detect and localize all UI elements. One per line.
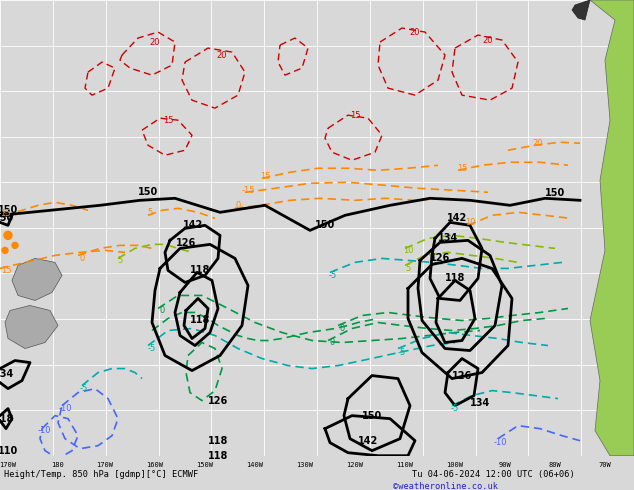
- Circle shape: [12, 243, 18, 248]
- Text: 0: 0: [339, 324, 345, 333]
- Text: 0: 0: [235, 201, 241, 210]
- Text: Height/Temp. 850 hPa [gdmp][°C] ECMWF: Height/Temp. 850 hPa [gdmp][°C] ECMWF: [4, 470, 198, 479]
- Text: Tu 04-06-2024 12:00 UTC (06+06): Tu 04-06-2024 12:00 UTC (06+06): [412, 470, 575, 479]
- Text: 5: 5: [117, 256, 122, 265]
- Text: 150: 150: [0, 205, 18, 215]
- Text: 90W: 90W: [498, 462, 512, 468]
- Polygon shape: [12, 258, 62, 300]
- Text: 170W: 170W: [96, 462, 113, 468]
- Circle shape: [2, 247, 8, 253]
- Text: 150: 150: [0, 213, 14, 223]
- Text: 5: 5: [405, 264, 411, 273]
- Text: -5: -5: [451, 404, 459, 413]
- Text: -15: -15: [242, 186, 255, 195]
- Text: 150: 150: [138, 187, 158, 197]
- Text: 10: 10: [465, 218, 476, 227]
- Text: 118: 118: [190, 316, 210, 325]
- Text: 0: 0: [79, 254, 84, 263]
- Text: 150: 150: [362, 411, 382, 420]
- Text: 100W: 100W: [446, 462, 463, 468]
- Text: 118: 118: [208, 436, 228, 446]
- Text: 126: 126: [452, 370, 472, 381]
- Text: 20: 20: [533, 139, 543, 147]
- Text: 110: 110: [0, 446, 18, 456]
- Text: 110W: 110W: [396, 462, 413, 468]
- Text: ©weatheronline.co.uk: ©weatheronline.co.uk: [393, 482, 498, 490]
- Text: -10: -10: [493, 438, 507, 447]
- Text: 160W: 160W: [146, 462, 164, 468]
- Text: 150W: 150W: [197, 462, 214, 468]
- Text: 126: 126: [430, 253, 450, 264]
- Text: -5: -5: [398, 348, 406, 357]
- Text: 150: 150: [315, 220, 335, 230]
- Text: 120W: 120W: [347, 462, 363, 468]
- Text: 15: 15: [1, 266, 11, 275]
- Text: 150: 150: [545, 188, 565, 198]
- Text: 118: 118: [0, 414, 14, 424]
- Text: 80W: 80W: [548, 462, 561, 468]
- Text: -5: -5: [329, 271, 337, 280]
- Text: 126: 126: [176, 238, 196, 248]
- Text: 15: 15: [0, 209, 10, 218]
- Text: 118: 118: [190, 266, 210, 275]
- Text: 10: 10: [403, 246, 413, 255]
- Text: 142: 142: [447, 213, 467, 223]
- Text: 118: 118: [445, 273, 465, 283]
- Circle shape: [4, 231, 12, 240]
- Text: 20: 20: [150, 38, 160, 47]
- Polygon shape: [590, 0, 634, 456]
- Text: 140W: 140W: [247, 462, 264, 468]
- Text: 15: 15: [456, 164, 467, 173]
- Text: 20: 20: [410, 27, 420, 37]
- Text: 142: 142: [183, 220, 203, 230]
- Text: 134: 134: [0, 368, 14, 379]
- Text: 5: 5: [147, 208, 153, 217]
- Text: 134: 134: [470, 397, 490, 408]
- Text: 170W: 170W: [0, 462, 16, 468]
- Text: 15: 15: [260, 172, 270, 181]
- Polygon shape: [5, 305, 58, 348]
- Text: 15: 15: [163, 116, 173, 124]
- Polygon shape: [572, 0, 590, 20]
- Text: 15: 15: [350, 111, 360, 120]
- Text: -5: -5: [80, 384, 88, 393]
- Text: -5: -5: [148, 344, 156, 353]
- Text: 0: 0: [330, 338, 335, 347]
- Text: 20: 20: [482, 36, 493, 45]
- Text: 130W: 130W: [297, 462, 313, 468]
- Text: -10: -10: [58, 404, 72, 413]
- Text: 0: 0: [159, 306, 165, 315]
- Text: 70W: 70W: [598, 462, 611, 468]
- Text: 134: 134: [438, 233, 458, 244]
- Text: 180: 180: [51, 462, 65, 468]
- Text: -10: -10: [37, 426, 51, 435]
- Text: 142: 142: [358, 436, 378, 446]
- Text: 126: 126: [208, 395, 228, 406]
- Text: 20: 20: [217, 50, 227, 60]
- Text: 118: 118: [208, 451, 228, 461]
